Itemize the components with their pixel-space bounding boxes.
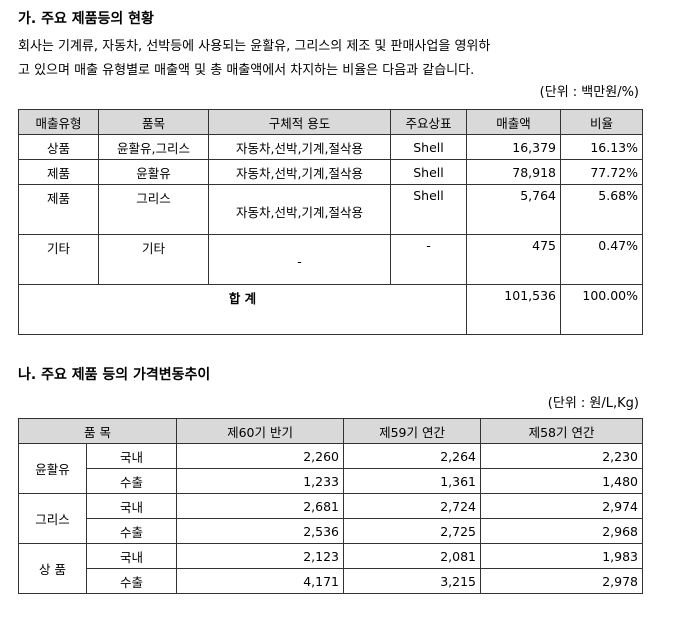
price: 2,536	[176, 518, 345, 544]
data-row: 수출 4,171 3,215 2,978	[19, 568, 644, 594]
cell: 자동차,선박,기계,절삭용	[208, 134, 391, 160]
description-line: 고 있으며 매출 유형별로 매출액 및 총 매출액에서 차지하는 비율은 다음과…	[18, 63, 475, 78]
price: 2,081	[343, 543, 482, 569]
unit-note: (단위 : 백만원/%)	[539, 85, 639, 100]
price: 1,983	[480, 543, 644, 569]
column-header: 제59기 연간	[343, 418, 482, 444]
market: 국내	[85, 493, 178, 519]
data-row: 그리스 국내 2,681 2,724 2,974	[18, 493, 644, 544]
price: 2,725	[343, 518, 482, 544]
market: 국내	[85, 443, 178, 469]
cell: 0.47%	[560, 234, 643, 285]
market: 수출	[85, 568, 178, 594]
prices-table: 품 목 제60기 반기 제59기 연간 제58기 연간 윤활유 국내 2,260 2,264 2…	[17, 418, 644, 594]
data-row: 기타 기타 - -475 0.47%	[18, 234, 643, 285]
price: 1,361	[343, 468, 482, 494]
column-header: 제60기 반기	[176, 418, 345, 444]
header-row: 품 목 제60기 반기 제59기 연간 제58기 연간	[17, 418, 644, 444]
group-label: 상 품	[18, 543, 87, 594]
cell: 제품	[18, 184, 99, 235]
column-header: 매출액	[466, 109, 561, 135]
cell: 78,918	[466, 159, 561, 185]
data-row: 상품 윤활유,그리스 자동차,선박,기계,절삭용 Shell 16,379 16.13%	[18, 134, 643, 160]
unit-note: (단위 : 원/L,Kg)	[547, 396, 639, 411]
price: 1,480	[480, 468, 644, 494]
cell: 기타	[18, 234, 99, 285]
header-row: 매출유형 품목 구체적 용도 주요상표 매출액 비율	[18, 109, 643, 135]
price: 3,215	[343, 568, 482, 594]
data-row: 윤활유 국내 2,260 2,264 2,230	[18, 443, 644, 494]
price: 2,681	[176, 493, 345, 519]
products-table: 매출유형 품목 구체적 용도 주요상표 매출액 비율 상품 윤활유,그리스 자동차,선박,기계,…	[18, 109, 643, 335]
column-header: 제58기 연간	[480, 418, 644, 444]
column-header: 품목	[98, 109, 209, 135]
cell: 윤활유	[98, 159, 209, 185]
cell: 상품	[18, 134, 99, 160]
cell: 77.72%	[560, 159, 643, 185]
cell: Shell	[390, 159, 467, 185]
price: 2,974	[480, 493, 644, 519]
price: 2,264	[343, 443, 482, 469]
price: 2,968	[480, 518, 644, 544]
data-row: 제품 윤활유 자동차,선박,기계,절삭용 Shell 78,918 77.72%	[18, 159, 643, 185]
column-header: 비율	[560, 109, 643, 135]
cell: 기타	[98, 234, 209, 285]
cell: -	[390, 234, 467, 285]
description-line: 회사는 기계류, 자동차, 선박등에 사용되는 윤활유, 그리스의 제조 및 판…	[18, 39, 491, 54]
group-label: 그리스	[18, 493, 87, 544]
total-label: 합 계	[18, 284, 467, 335]
price: 2,230	[480, 443, 644, 469]
cell: 475	[466, 234, 561, 285]
market: 수출	[85, 518, 178, 544]
cell: 5,764	[466, 184, 561, 235]
column-header: 품 목	[17, 418, 178, 444]
data-row: 상 품 국내 2,123 2,081 1,983	[18, 543, 644, 594]
data-row: 수출 1,233 1,361 1,480	[19, 468, 644, 494]
total-row: 합 계 101,536 100.00%	[18, 284, 643, 335]
total-ratio: 100.00%	[560, 284, 643, 335]
cell: 5.68%	[560, 184, 643, 235]
price: 2,123	[176, 543, 345, 569]
price: 2,724	[343, 493, 482, 519]
section-heading: 가. 주요 제품등의 현황	[18, 11, 154, 27]
price: 2,978	[480, 568, 644, 594]
market: 국내	[85, 543, 178, 569]
group-label: 윤활유	[18, 443, 87, 494]
price: 1,233	[176, 468, 345, 494]
price: 4,171	[176, 568, 345, 594]
column-header: 구체적 용도	[208, 109, 391, 135]
cell: -	[208, 234, 391, 285]
market: 수출	[85, 468, 178, 494]
cell: 그리스	[98, 184, 209, 235]
cell: 16,379	[466, 134, 561, 160]
cell: 제품	[18, 159, 99, 185]
cell: 16.13%	[560, 134, 643, 160]
cell: 자동차,선박,기계,절삭용	[208, 184, 391, 235]
column-header: 주요상표	[390, 109, 467, 135]
data-row: 제품 그리스 자동차,선박,기계,절삭용 Shell 5,764 5.68%	[18, 184, 643, 235]
section-heading: 나. 주요 제품 등의 가격변동추이	[18, 367, 211, 383]
cell: Shell	[390, 134, 467, 160]
column-header: 매출유형	[18, 109, 99, 135]
cell: 윤활유,그리스	[98, 134, 209, 160]
cell: 자동차,선박,기계,절삭용	[208, 159, 391, 185]
cell: Shell	[390, 184, 467, 235]
price: 2,260	[176, 443, 345, 469]
total-amount: 101,536	[466, 284, 561, 335]
data-row: 수출 2,536 2,725 2,968	[19, 518, 644, 544]
